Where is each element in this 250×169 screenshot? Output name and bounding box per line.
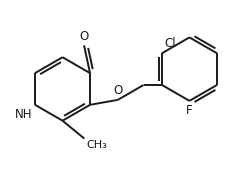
Text: O: O: [113, 84, 122, 97]
Text: O: O: [79, 30, 88, 43]
Text: NH: NH: [14, 108, 32, 121]
Text: CH₃: CH₃: [86, 140, 107, 150]
Text: F: F: [186, 104, 192, 117]
Text: Cl: Cl: [163, 37, 175, 50]
